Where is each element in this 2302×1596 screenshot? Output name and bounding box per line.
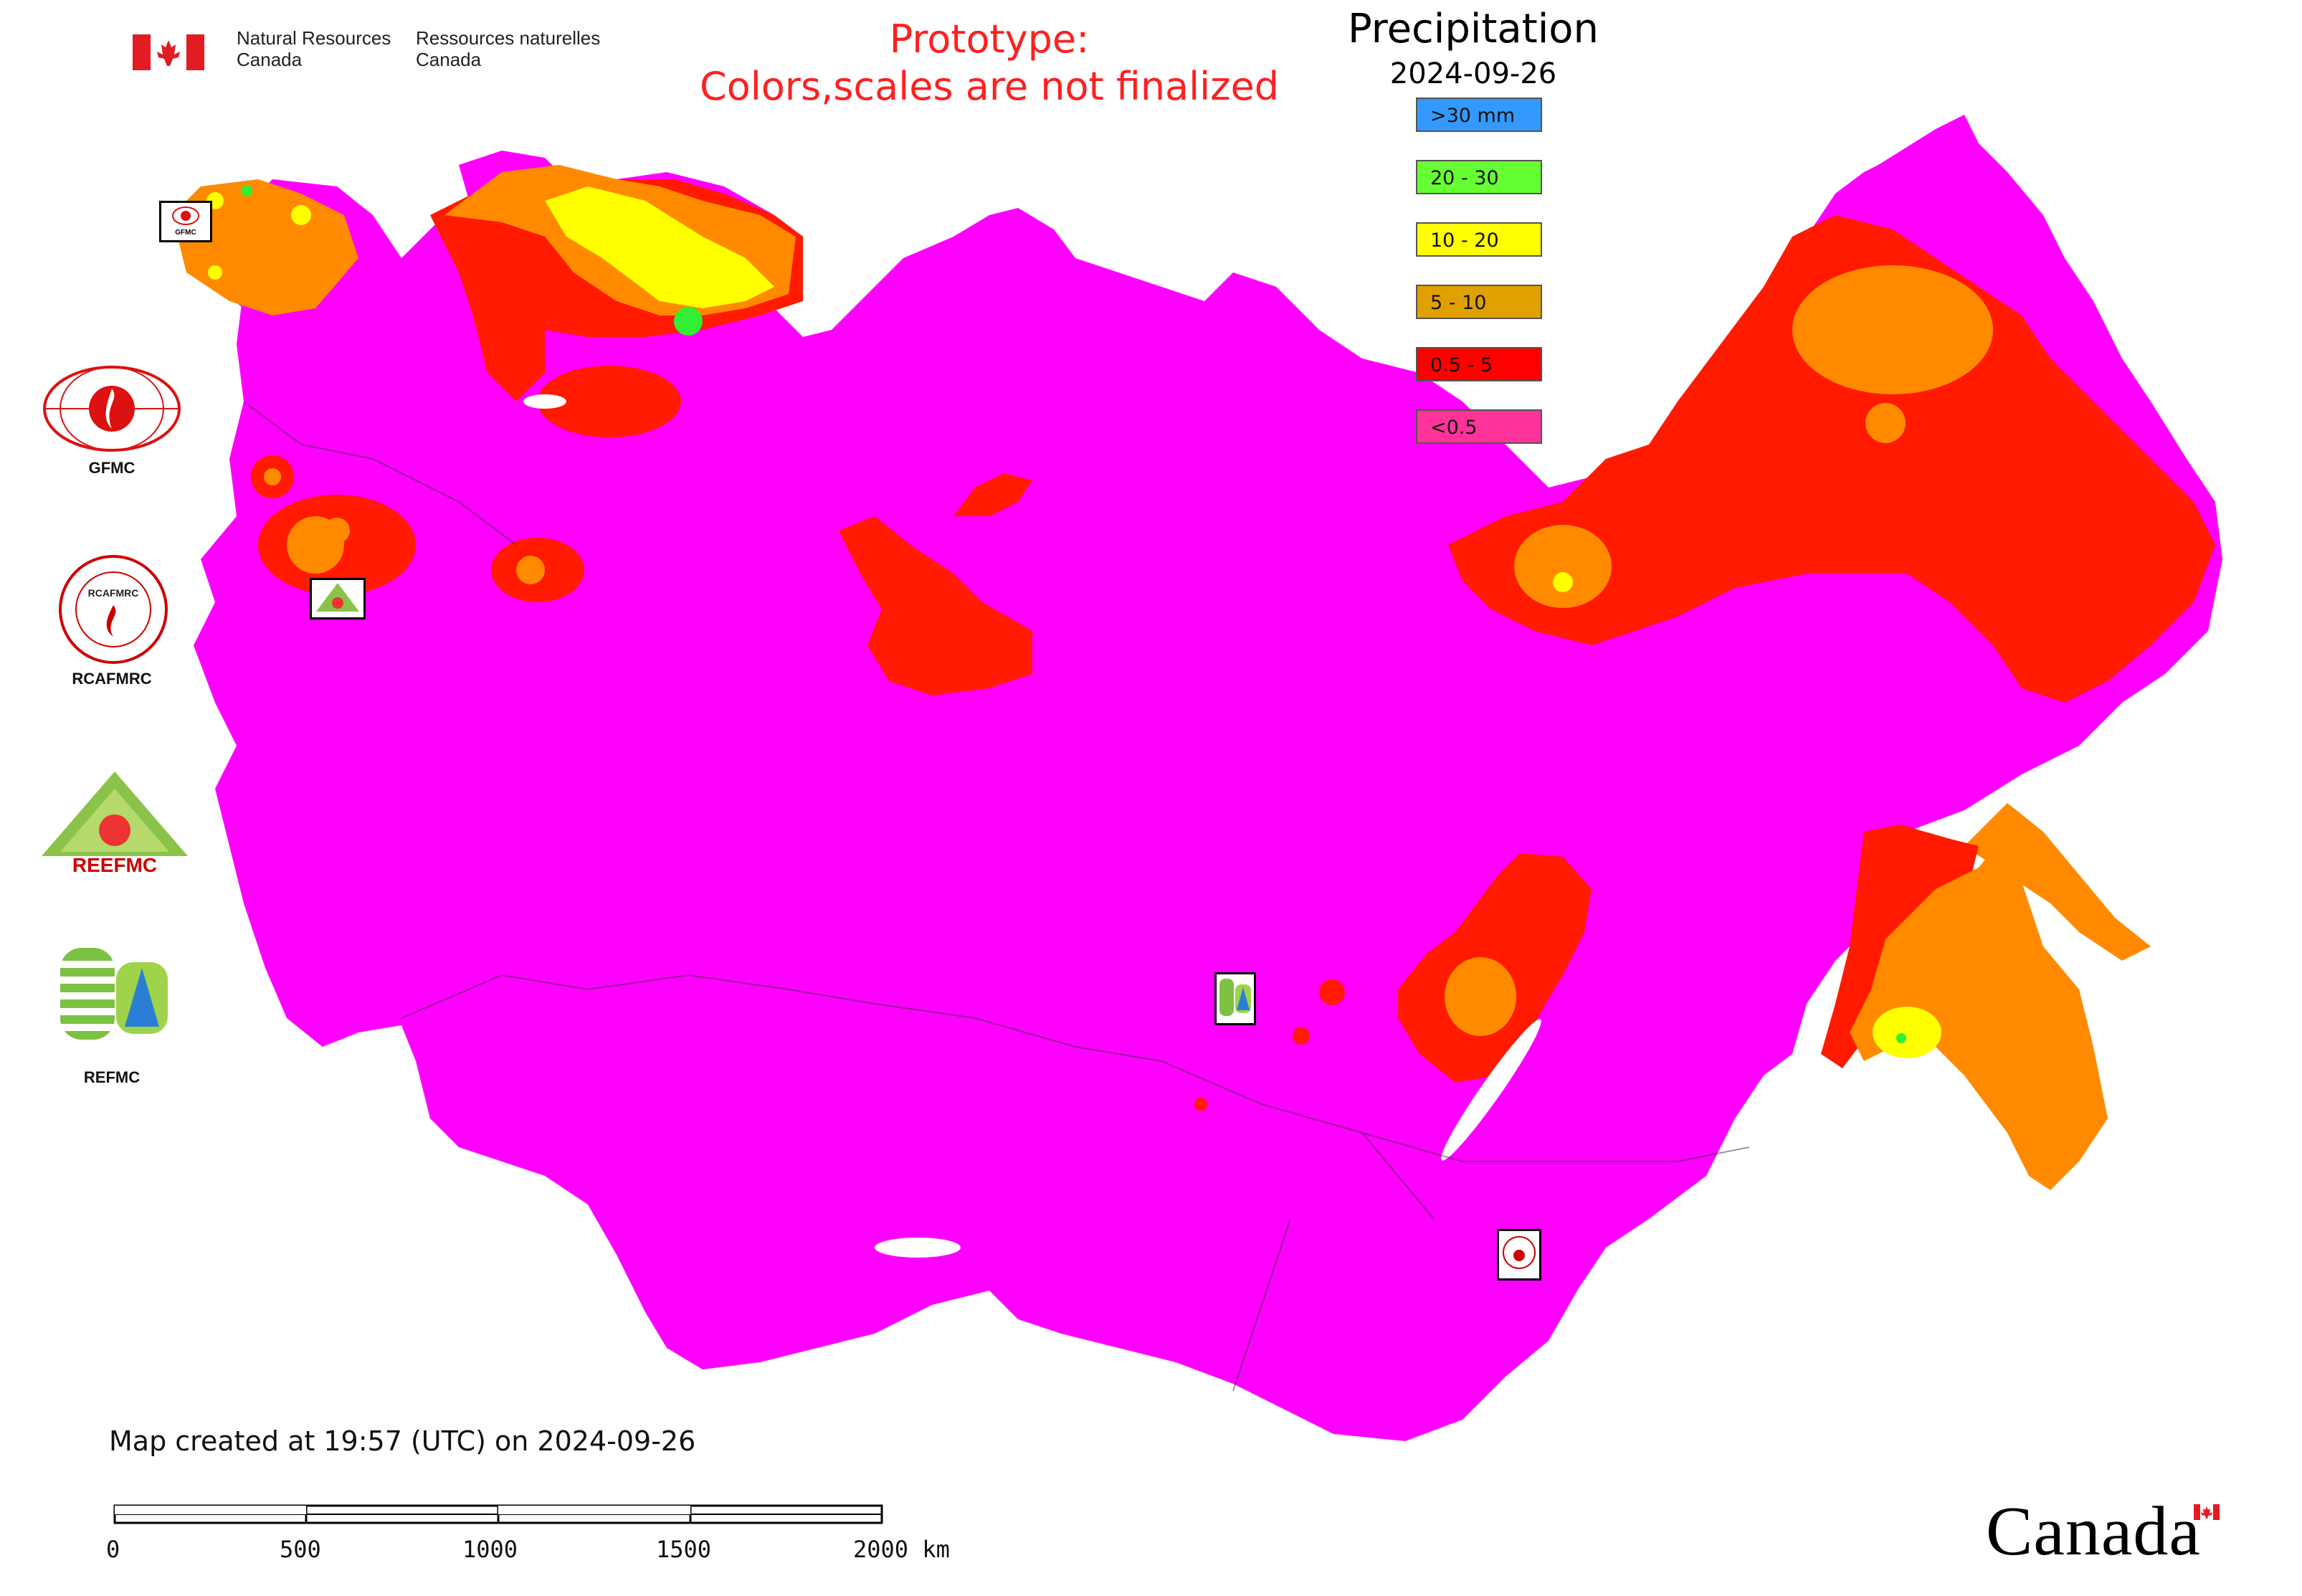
zone-red-kola [538,366,681,437]
rcafmrc-label: RCAFMRC [72,670,152,688]
scale-bar: 0 500 1000 1500 2000 km [100,1498,961,1577]
boundary-lines [243,401,1750,1392]
zone-orange-far-east1 [1792,265,1993,394]
refmc-map-marker [1214,972,1256,1025]
rcafmrc-logo: RCAFMRC [59,555,168,664]
agency-name-fr: Ressources naturelles Canada [416,27,601,70]
zone-orange-baikal [1445,957,1516,1036]
canada-flag-icon [133,34,204,70]
zone-green-nw [674,307,703,336]
zone-yellow-nw [545,186,774,308]
zone-green-scand [241,185,252,196]
canada-wordmark-flag-icon [2194,1504,2220,1520]
refmc-logo [60,948,168,1040]
scale-label-500: 500 [280,1536,321,1563]
zone-yellow-scand2 [291,205,311,225]
zone-red-b1 [1319,979,1345,1005]
gfmc-marker-icon [172,206,199,225]
notice-line-2: Colors,scales are not finalized [700,64,1279,109]
gfmc-map-marker: GFMC [159,201,212,242]
gfmc-label: GFMC [88,459,135,477]
zone-red-b3 [1194,1098,1207,1111]
reefmc-marker-icon [316,583,359,612]
landmass-novaya-zemlya [953,473,1032,516]
zone-yellow-amur [1873,1007,1941,1058]
rcafmrc-marker-icon [1503,1236,1536,1269]
legend-item-10-20: 10 - 20 [1416,222,1542,257]
zone-red-far-east [1448,215,2215,703]
scale-label-0: 0 [106,1536,120,1563]
zone-yellow-far-east [1553,572,1573,592]
legend-item-30mm: >30 mm [1416,98,1542,132]
legend-item-lt0.5: <0.5 [1416,409,1542,444]
zone-orange-w4 [516,556,545,584]
refmc-marker-icon [1219,979,1251,1016]
nrcan-signature: Natural Resources Canada Ressources natu… [133,27,606,77]
reefmc-map-marker [310,578,366,619]
legend-date: 2024-09-26 [1389,57,1557,90]
gfmc-marker-label: GFMC [175,229,196,237]
rcafmrc-map-marker [1497,1229,1541,1281]
scale-label-2000km: 2000 km [853,1536,950,1563]
agency-name-en: Natural Resources Canada [237,27,391,70]
legend-item-0.5-5: 0.5 - 5 [1416,347,1542,381]
rcafmrc-inner-text: RCAFMRC [88,587,139,599]
gfmc-logo [43,366,181,452]
legend-title: Precipitation [1347,6,1599,52]
lake-onega [523,394,566,409]
scale-label-1500: 1500 [656,1536,712,1563]
zone-orange-w3 [324,518,350,543]
zone-orange-scandinavia [172,179,358,315]
lake-balkhash [875,1238,961,1258]
zone-green-amur [1896,1033,1906,1043]
legend-item-5-10: 5 - 10 [1416,285,1542,319]
zone-magenta-chukotka [1835,115,1979,215]
map-created-text: Map created at 19:57 (UTC) on 2024-09-26 [109,1425,696,1457]
reefmc-logo: REEFMC [42,771,188,875]
zone-orange-w1 [264,468,281,485]
prototype-notice: Prototype: Colors,scales are not finaliz… [631,16,1348,110]
notice-line-1: Prototype: [889,16,1090,62]
zone-yellow-scand3 [208,265,222,280]
landmass-kamchatka [1964,803,2151,961]
refmc-label: REFMC [83,1068,141,1086]
legend-item-20-30: 20 - 30 [1416,160,1542,194]
zone-orange-far-east2 [1865,403,1906,443]
scale-bar-graphic [113,1504,883,1524]
reefmc-text: REEFMC [72,854,157,875]
canada-wordmark: Canada [1986,1493,2201,1570]
lake-baikal [1441,1019,1541,1161]
zone-red-yamal [839,516,1032,695]
scale-label-1000: 1000 [462,1536,518,1563]
zone-red-b2 [1293,1027,1310,1045]
zone-orange-far-east3 [1514,525,1612,608]
zone-orange-amur [1850,832,2108,1190]
